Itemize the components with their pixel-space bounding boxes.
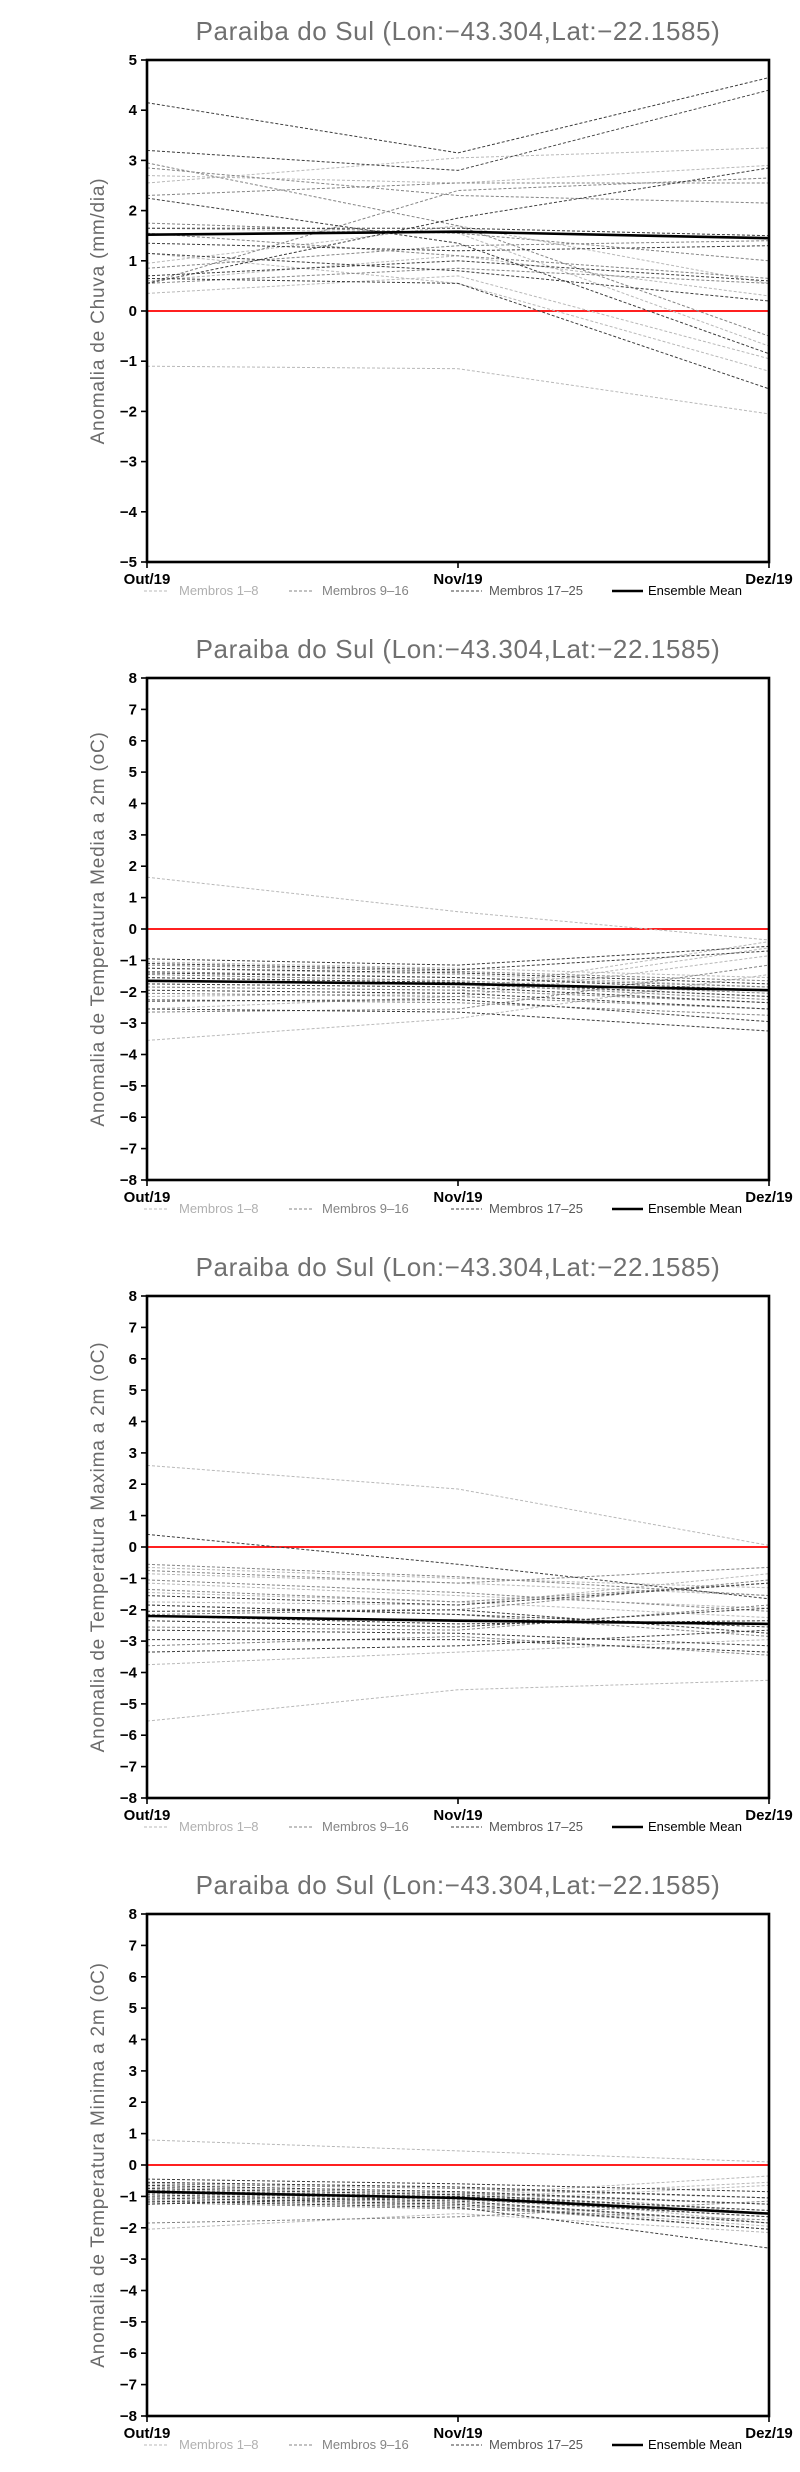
- svg-text:−3: −3: [120, 2251, 137, 2268]
- svg-text:7: 7: [129, 1937, 137, 1954]
- svg-text:Membros 9‒16: Membros 9‒16: [322, 1819, 409, 1834]
- svg-text:−8: −8: [120, 1172, 137, 1189]
- svg-text:5: 5: [129, 2000, 137, 2017]
- svg-text:−3: −3: [120, 1633, 137, 1650]
- svg-text:−3: −3: [120, 454, 137, 471]
- svg-text:Ensemble Mean: Ensemble Mean: [648, 1201, 742, 1216]
- svg-text:1: 1: [129, 1508, 137, 1525]
- svg-text:6: 6: [129, 1969, 137, 1986]
- svg-text:6: 6: [129, 1351, 137, 1368]
- svg-text:8: 8: [129, 1288, 137, 1305]
- svg-text:2: 2: [129, 1476, 137, 1493]
- svg-text:Out/19: Out/19: [124, 1189, 171, 1206]
- svg-text:Membros 1‒8: Membros 1‒8: [179, 1819, 258, 1834]
- svg-text:4: 4: [129, 102, 138, 119]
- svg-text:−2: −2: [120, 1602, 137, 1619]
- svg-text:5: 5: [129, 1382, 137, 1399]
- svg-text:Membros 9‒16: Membros 9‒16: [322, 583, 409, 598]
- svg-text:0: 0: [129, 2157, 137, 2174]
- svg-text:−6: −6: [120, 1109, 137, 1126]
- svg-text:Membros 17‒25: Membros 17‒25: [489, 1819, 583, 1834]
- svg-text:Paraiba do Sul (Lon:−43.304,La: Paraiba do Sul (Lon:−43.304,Lat:−22.1585…: [196, 1252, 721, 1282]
- svg-text:−3: −3: [120, 1015, 137, 1032]
- svg-text:−6: −6: [120, 2345, 137, 2362]
- svg-text:Membros 17‒25: Membros 17‒25: [489, 583, 583, 598]
- svg-text:Nov/19: Nov/19: [433, 2425, 482, 2442]
- svg-text:Membros 17‒25: Membros 17‒25: [489, 1201, 583, 1216]
- svg-text:Membros 1‒8: Membros 1‒8: [179, 1201, 258, 1216]
- svg-text:Anomalia de Temperatura Maxima: Anomalia de Temperatura Maxima a 2m (oC): [88, 1342, 109, 1753]
- svg-text:−2: −2: [120, 984, 137, 1001]
- svg-text:−5: −5: [120, 1696, 137, 1713]
- svg-text:−6: −6: [120, 1727, 137, 1744]
- svg-text:−5: −5: [120, 1078, 137, 1095]
- svg-text:Ensemble Mean: Ensemble Mean: [648, 1819, 742, 1834]
- svg-text:Membros 17‒25: Membros 17‒25: [489, 2437, 583, 2452]
- svg-text:−4: −4: [120, 2283, 138, 2300]
- svg-text:Membros 9‒16: Membros 9‒16: [322, 1201, 409, 1216]
- svg-text:0: 0: [129, 921, 137, 938]
- svg-text:−5: −5: [120, 554, 137, 571]
- svg-text:Membros 9‒16: Membros 9‒16: [322, 2437, 409, 2452]
- svg-text:8: 8: [129, 1906, 137, 1923]
- svg-text:3: 3: [129, 1445, 137, 1462]
- svg-text:−7: −7: [120, 1141, 137, 1158]
- svg-text:Paraiba do Sul (Lon:−43.304,La: Paraiba do Sul (Lon:−43.304,Lat:−22.1585…: [196, 16, 721, 46]
- svg-text:−1: −1: [120, 353, 137, 370]
- svg-text:1: 1: [129, 2126, 137, 2143]
- svg-text:−7: −7: [120, 2377, 137, 2394]
- svg-text:−1: −1: [120, 2188, 137, 2205]
- svg-text:Anomalia de Temperatura Minima: Anomalia de Temperatura Minima a 2m (oC): [88, 1962, 109, 2367]
- svg-text:Membros 1‒8: Membros 1‒8: [179, 2437, 258, 2452]
- svg-text:−1: −1: [120, 1570, 137, 1587]
- svg-text:4: 4: [129, 1414, 138, 1431]
- svg-text:−4: −4: [120, 504, 138, 521]
- svg-text:−8: −8: [120, 1790, 137, 1807]
- svg-text:7: 7: [129, 701, 137, 718]
- svg-text:Paraiba do Sul (Lon:−43.304,La: Paraiba do Sul (Lon:−43.304,Lat:−22.1585…: [196, 1870, 721, 1900]
- svg-text:0: 0: [129, 1539, 137, 1556]
- svg-text:−7: −7: [120, 1759, 137, 1776]
- svg-text:3: 3: [129, 152, 137, 169]
- svg-text:Dez/19: Dez/19: [745, 2425, 793, 2442]
- svg-text:−1: −1: [120, 952, 137, 969]
- svg-text:3: 3: [129, 2063, 137, 2080]
- svg-text:Ensemble Mean: Ensemble Mean: [648, 2437, 742, 2452]
- svg-text:−4: −4: [120, 1665, 138, 1682]
- svg-text:−4: −4: [120, 1047, 138, 1064]
- svg-text:Dez/19: Dez/19: [745, 1807, 793, 1824]
- svg-text:Nov/19: Nov/19: [433, 571, 482, 588]
- svg-text:−8: −8: [120, 2408, 137, 2425]
- svg-text:5: 5: [129, 52, 137, 69]
- svg-text:2: 2: [129, 203, 137, 220]
- svg-text:6: 6: [129, 733, 137, 750]
- svg-text:2: 2: [129, 858, 137, 875]
- svg-text:1: 1: [129, 253, 137, 270]
- svg-text:Anomalia de Temperatura Media: Anomalia de Temperatura Media a 2m (oC): [88, 731, 109, 1126]
- svg-text:3: 3: [129, 827, 137, 844]
- svg-text:1: 1: [129, 890, 137, 907]
- svg-text:Out/19: Out/19: [124, 2425, 171, 2442]
- svg-text:0: 0: [129, 303, 137, 320]
- svg-text:Nov/19: Nov/19: [433, 1807, 482, 1824]
- svg-text:Anomalia de Chuva (mm/dia): Anomalia de Chuva (mm/dia): [88, 178, 109, 445]
- svg-text:4: 4: [129, 2032, 138, 2049]
- svg-text:Membros 1‒8: Membros 1‒8: [179, 583, 258, 598]
- svg-text:−2: −2: [120, 403, 137, 420]
- svg-text:8: 8: [129, 670, 137, 687]
- svg-text:Out/19: Out/19: [124, 571, 171, 588]
- svg-text:2: 2: [129, 2094, 137, 2111]
- svg-text:Dez/19: Dez/19: [745, 1189, 793, 1206]
- svg-text:Dez/19: Dez/19: [745, 571, 793, 588]
- svg-text:Ensemble Mean: Ensemble Mean: [648, 583, 742, 598]
- svg-text:5: 5: [129, 764, 137, 781]
- svg-text:Nov/19: Nov/19: [433, 1189, 482, 1206]
- svg-text:7: 7: [129, 1319, 137, 1336]
- svg-text:−5: −5: [120, 2314, 137, 2331]
- svg-text:Out/19: Out/19: [124, 1807, 171, 1824]
- svg-text:−2: −2: [120, 2220, 137, 2237]
- svg-text:Paraiba do Sul (Lon:−43.304,La: Paraiba do Sul (Lon:−43.304,Lat:−22.1585…: [196, 634, 721, 664]
- svg-text:4: 4: [129, 796, 138, 813]
